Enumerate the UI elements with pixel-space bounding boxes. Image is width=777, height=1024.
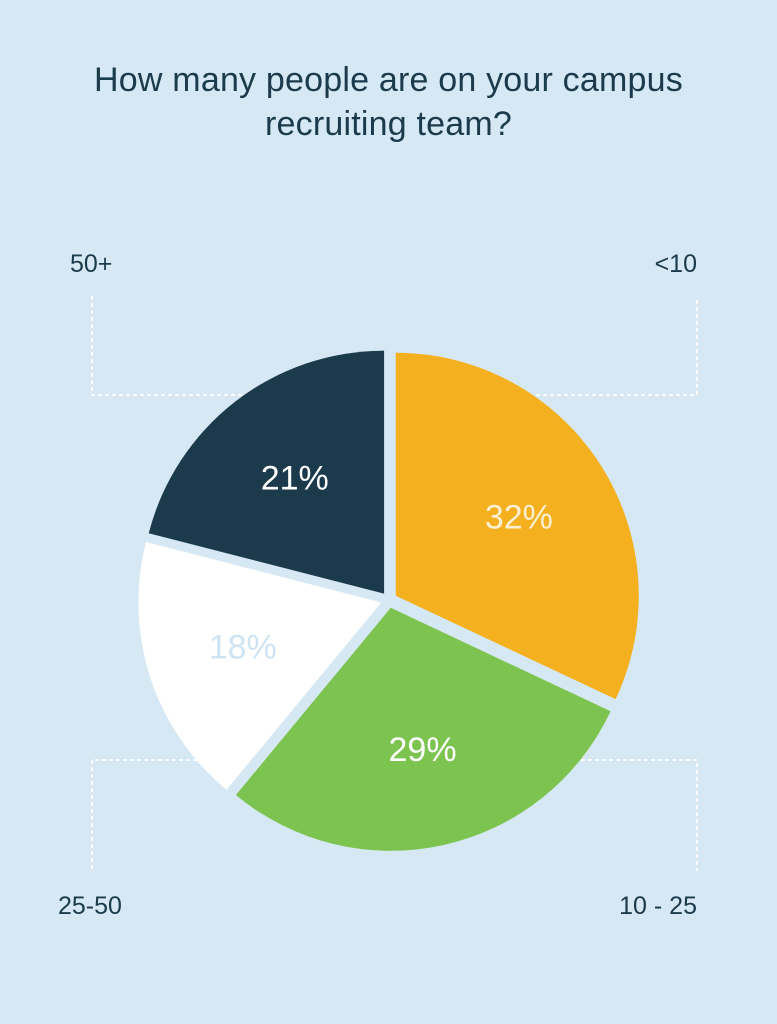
slice-category-label: 50+ (70, 250, 112, 278)
leader-lines (91, 296, 698, 871)
chart-title-line-2: recruiting team? (265, 105, 512, 143)
leader-line (91, 759, 197, 871)
pie-slice (235, 607, 611, 851)
value-labels: 32% 29% 18% 21% (209, 459, 553, 769)
pie-slice (138, 542, 382, 790)
slice-category-label: <10 (655, 250, 697, 278)
category-labels: <10 10 - 25 25-50 50+ (58, 250, 697, 920)
leader-line (91, 296, 249, 396)
slice-value-label: 29% (389, 731, 457, 769)
leader-line (581, 759, 698, 871)
chart-title-line-1: How many people are on your campus (94, 61, 683, 99)
slice-category-label: 25-50 (58, 892, 122, 920)
slice-value-label: 18% (209, 629, 277, 667)
slice-value-label: 21% (261, 459, 329, 497)
chart-title: How many people are on your campus recru… (0, 58, 777, 146)
slice-value-label: 32% (485, 499, 553, 537)
leader-line (529, 296, 698, 396)
pie-slice (148, 350, 385, 594)
pie-slice (395, 352, 639, 700)
slice-category-label: 10 - 25 (619, 892, 697, 920)
pie-slices (138, 350, 639, 851)
